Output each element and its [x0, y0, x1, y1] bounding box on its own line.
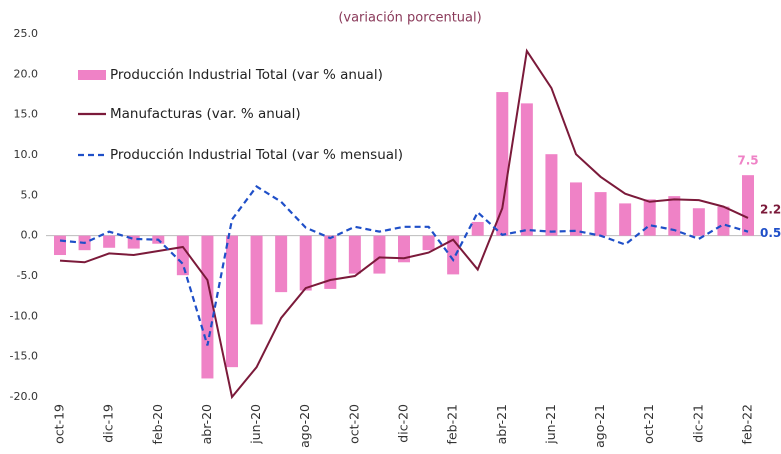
x-tick-label: jun-20 — [248, 404, 263, 445]
bar — [398, 235, 410, 263]
x-tick-label: feb-21 — [445, 404, 460, 444]
bar — [594, 192, 607, 236]
x-tick-label: ago-20 — [297, 404, 312, 448]
bar — [299, 235, 312, 291]
y-tick-label: 10.0 — [14, 148, 39, 161]
y-tick-label: -20.0 — [10, 390, 38, 403]
bar — [324, 235, 337, 289]
y-tick-label: -5.0 — [17, 269, 38, 282]
x-tick-label: dic-19 — [101, 404, 116, 443]
line — [59, 184, 749, 346]
x-tick-label: ago-21 — [592, 404, 607, 448]
y-tick-label: -10.0 — [10, 309, 38, 322]
bar — [201, 235, 214, 379]
x-tick-label: oct-19 — [52, 404, 67, 444]
x-tick-label: oct-20 — [346, 404, 361, 444]
bar — [717, 206, 730, 236]
bar — [742, 175, 754, 236]
x-tick-label: abr-20 — [199, 404, 214, 444]
bar — [545, 154, 558, 236]
bar — [275, 235, 288, 293]
legend-label: Producción Industrial Total (var % anual… — [110, 67, 383, 83]
bar — [668, 196, 681, 236]
legend-swatch — [78, 70, 106, 80]
bar — [447, 235, 460, 275]
x-tick-label: feb-20 — [150, 404, 165, 444]
line — [59, 48, 749, 400]
legend-label: Producción Industrial Total (var % mensu… — [110, 147, 403, 163]
bar — [643, 199, 656, 236]
bar — [471, 221, 484, 236]
bar — [226, 235, 238, 368]
y-tick-label: 20.0 — [14, 67, 39, 80]
bar — [496, 92, 509, 236]
subtitle: (variación porcentual) — [338, 11, 481, 26]
data-label: 2.2 — [760, 202, 781, 216]
legend-label: Manufacturas (var. % anual) — [110, 106, 301, 122]
x-tick-label: dic-21 — [690, 404, 705, 443]
x-tick-label: jun-21 — [543, 404, 558, 445]
x-tick-label: abr-21 — [494, 404, 509, 444]
data-label: 7.5 — [737, 154, 758, 168]
bar — [348, 235, 361, 274]
bar — [520, 103, 533, 236]
y-tick-label: 15.0 — [14, 108, 39, 121]
y-tick-label: -15.0 — [10, 350, 38, 363]
y-tick-label: 0.0 — [21, 229, 39, 242]
x-tick-label: oct-21 — [641, 404, 656, 444]
bar — [692, 208, 705, 236]
bar — [619, 203, 632, 236]
bar — [422, 235, 435, 251]
y-tick-label: 25.0 — [14, 27, 39, 40]
bar — [373, 235, 386, 274]
data-label: 0.5 — [760, 226, 781, 240]
bar — [250, 235, 263, 325]
bar — [570, 182, 582, 236]
x-tick-label: feb-22 — [740, 404, 755, 444]
y-tick-label: 5.0 — [21, 188, 39, 201]
x-tick-label: dic-20 — [396, 404, 411, 443]
bar — [54, 235, 66, 256]
bar — [176, 235, 189, 276]
bar — [103, 235, 116, 248]
